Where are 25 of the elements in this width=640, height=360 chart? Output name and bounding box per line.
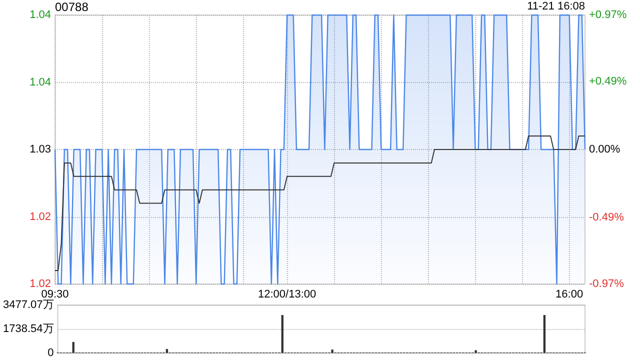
- y-tick-label: 1.03: [30, 144, 51, 156]
- bar: [166, 348, 168, 353]
- bar: [331, 350, 334, 353]
- x-tick-label: 09:30: [41, 288, 69, 300]
- y-tick-label: 1.04: [30, 9, 51, 21]
- y-tick-label: 1738.54万: [2, 323, 54, 335]
- y2-tick-label: +0.49%: [589, 76, 627, 88]
- bar: [72, 342, 74, 353]
- text: 11-21 16:08: [527, 0, 586, 12]
- bar: [543, 315, 546, 353]
- bar: [474, 350, 477, 353]
- x-tick-label: 16:00: [556, 288, 584, 300]
- chart-title: 00788: [55, 0, 89, 14]
- y-tick-label: 1.02: [30, 278, 51, 290]
- y2-tick-label: +0.97%: [589, 9, 627, 21]
- y2-tick-label: -0.97%: [589, 278, 624, 290]
- line-series: [54, 136, 586, 272]
- y2-tick-label: 0.00%: [589, 144, 620, 156]
- y-tick-label: 0: [48, 347, 54, 359]
- y2-tick-label: -0.49%: [589, 211, 624, 224]
- y-tick-label: 1.04: [30, 76, 51, 88]
- y-tick-label: 1.02: [30, 210, 51, 223]
- y-tick-label: 3477.07万: [2, 299, 54, 311]
- bar: [281, 315, 284, 353]
- x-tick-label: 12:00/13:00: [258, 288, 316, 300]
